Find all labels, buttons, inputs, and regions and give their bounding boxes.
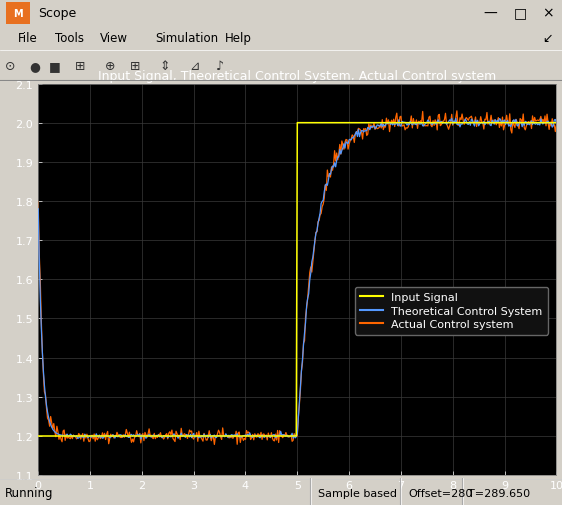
Input Signal xyxy=(465,120,472,126)
Actual Control system xyxy=(466,116,473,122)
Text: ⊙: ⊙ xyxy=(4,60,15,73)
Text: ↙: ↙ xyxy=(543,32,553,45)
Title: Input Signal, Theoretical Control System, Actual Control system: Input Signal, Theoretical Control System… xyxy=(98,70,496,83)
Text: ⊞: ⊞ xyxy=(75,60,85,73)
Text: ■: ■ xyxy=(49,60,61,73)
Text: File: File xyxy=(18,32,38,45)
Line: Actual Control system: Actual Control system xyxy=(38,112,556,444)
Theoretical Control System xyxy=(466,120,473,126)
Actual Control system xyxy=(211,441,217,447)
Text: ⊕: ⊕ xyxy=(101,60,115,73)
Legend: Input Signal, Theoretical Control System, Actual Control system: Input Signal, Theoretical Control System… xyxy=(355,287,549,335)
Input Signal xyxy=(294,120,301,126)
Actual Control system xyxy=(35,199,42,205)
Text: Help: Help xyxy=(225,32,252,45)
Theoretical Control System xyxy=(164,435,171,441)
FancyBboxPatch shape xyxy=(6,3,30,25)
Text: Offset=280: Offset=280 xyxy=(408,488,473,498)
Text: Sample based: Sample based xyxy=(318,488,397,498)
Text: ⊿: ⊿ xyxy=(190,60,200,73)
Line: Theoretical Control System: Theoretical Control System xyxy=(38,119,556,439)
Text: ⇕: ⇕ xyxy=(160,60,170,73)
Theoretical Control System xyxy=(452,116,459,122)
Input Signal xyxy=(185,433,192,439)
Theoretical Control System xyxy=(224,434,231,440)
Text: View: View xyxy=(100,32,128,45)
Text: ×: × xyxy=(542,7,554,21)
Text: Tools: Tools xyxy=(55,32,84,45)
Actual Control system xyxy=(553,123,560,129)
Line: Input Signal: Input Signal xyxy=(38,123,556,436)
Actual Control system xyxy=(224,433,231,439)
Text: □: □ xyxy=(514,7,527,21)
Theoretical Control System xyxy=(138,436,144,442)
Theoretical Control System xyxy=(370,124,377,130)
Input Signal xyxy=(370,120,377,126)
Text: Scope: Scope xyxy=(38,7,76,20)
Theoretical Control System xyxy=(35,207,42,213)
Actual Control system xyxy=(164,431,170,437)
Theoretical Control System xyxy=(186,434,193,440)
Input Signal xyxy=(376,120,383,126)
Text: ♪: ♪ xyxy=(216,60,224,73)
Actual Control system xyxy=(370,125,377,131)
Text: Running: Running xyxy=(5,486,53,499)
Input Signal xyxy=(553,120,560,126)
Text: ⊞: ⊞ xyxy=(130,60,140,73)
Text: M: M xyxy=(13,9,23,19)
Input Signal xyxy=(35,433,42,439)
Actual Control system xyxy=(376,125,383,131)
Actual Control system xyxy=(454,109,460,115)
Input Signal xyxy=(164,433,170,439)
Theoretical Control System xyxy=(376,124,383,130)
Input Signal xyxy=(224,433,230,439)
Theoretical Control System xyxy=(553,121,560,127)
Text: Simulation: Simulation xyxy=(155,32,218,45)
Actual Control system xyxy=(185,432,192,438)
Text: —: — xyxy=(483,7,497,21)
Text: ●: ● xyxy=(30,60,40,73)
Text: T=289.650: T=289.650 xyxy=(468,488,530,498)
